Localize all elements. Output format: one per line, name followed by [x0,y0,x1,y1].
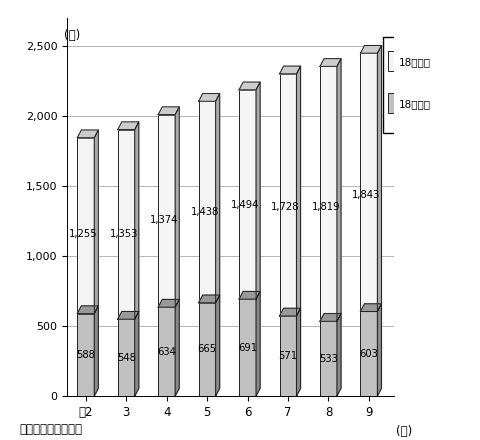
Text: 1,728: 1,728 [271,202,300,212]
Bar [360,312,377,396]
Bar [77,138,94,314]
Bar [239,90,256,299]
Bar [320,321,337,396]
Polygon shape [118,312,139,319]
Bar [118,129,135,319]
Text: (年): (年) [396,425,412,438]
Text: 1,255: 1,255 [69,229,97,239]
Polygon shape [158,107,179,114]
Text: 1,494: 1,494 [231,200,259,210]
Bar [118,319,135,396]
Polygon shape [77,306,98,314]
Text: 1,374: 1,374 [150,216,179,225]
Polygon shape [175,107,179,307]
Polygon shape [320,314,341,321]
Bar [388,51,397,71]
Polygon shape [94,130,98,314]
Polygon shape [320,59,341,66]
Text: 571: 571 [278,351,298,361]
Polygon shape [94,306,98,396]
Polygon shape [279,66,300,74]
Text: 634: 634 [157,347,176,356]
Polygon shape [216,94,220,303]
Polygon shape [256,82,260,299]
Polygon shape [199,295,220,303]
Polygon shape [239,291,260,299]
Polygon shape [297,308,300,396]
Polygon shape [297,66,300,316]
Polygon shape [135,122,139,319]
FancyBboxPatch shape [384,37,428,132]
Text: 603: 603 [360,349,378,359]
Text: 548: 548 [117,352,136,363]
Bar [199,101,216,303]
Text: 665: 665 [198,345,216,354]
Bar [158,307,175,396]
Polygon shape [377,45,382,312]
Polygon shape [77,130,98,138]
Bar [239,299,256,396]
Text: 資料：障害者福祉課: 資料：障害者福祉課 [19,422,82,436]
Text: 18歳未満: 18歳未満 [399,99,431,109]
Bar [320,66,337,321]
Polygon shape [118,122,139,129]
Text: 1,353: 1,353 [109,229,138,239]
Bar [199,303,216,396]
Text: 691: 691 [238,343,257,352]
Polygon shape [256,291,260,396]
Polygon shape [360,45,382,53]
Text: 533: 533 [319,354,338,363]
Polygon shape [377,304,382,396]
Text: 1,843: 1,843 [352,190,381,200]
Text: 588: 588 [76,350,95,360]
Polygon shape [279,308,300,316]
Bar [388,93,397,113]
Bar [158,114,175,307]
Bar [360,53,377,312]
Polygon shape [175,300,179,396]
Polygon shape [158,300,179,307]
Polygon shape [199,94,220,101]
Polygon shape [239,82,260,90]
Polygon shape [360,304,382,312]
Bar [279,74,297,316]
Polygon shape [216,295,220,396]
Polygon shape [337,59,341,321]
Polygon shape [135,312,139,396]
Bar [77,314,94,396]
Text: (％): (％) [63,29,80,42]
Text: 18歳以上: 18歳以上 [399,57,431,67]
Polygon shape [337,314,341,396]
Text: 1,819: 1,819 [312,202,340,212]
Text: 1,438: 1,438 [191,207,219,217]
Bar [279,316,297,396]
